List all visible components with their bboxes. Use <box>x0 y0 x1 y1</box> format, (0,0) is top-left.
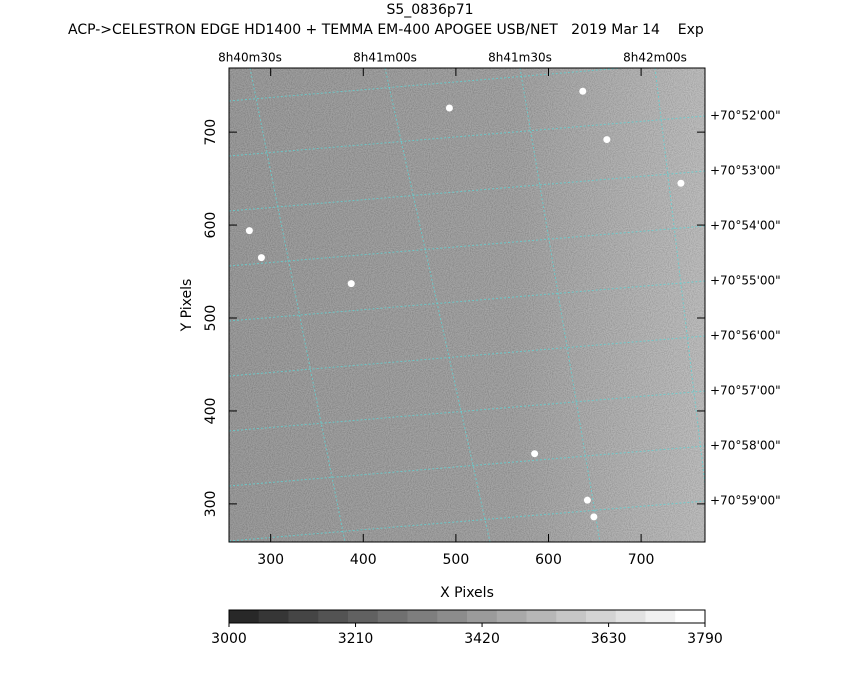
chart-subtitle: ACP->CELESTRON EDGE HD1400 + TEMMA EM-40… <box>68 22 704 38</box>
dec-tick-label: +70°58'00" <box>710 439 781 453</box>
dec-tick-label: +70°57'00" <box>710 384 781 398</box>
star <box>579 87 587 95</box>
colorbar-segment <box>615 610 646 623</box>
colorbar-tick-label: 3000 <box>211 631 247 647</box>
colorbar-segment <box>645 610 676 623</box>
star <box>603 136 611 144</box>
colorbar-segment <box>556 610 587 623</box>
y-tick-label: 400 <box>203 398 219 425</box>
colorbar-segment <box>258 610 289 623</box>
star <box>257 254 265 262</box>
colorbar: 3000 3210 3420 3630 3790 <box>211 609 723 647</box>
colorbar-segment <box>496 610 527 623</box>
dec-tick-label: +70°52'00" <box>710 109 781 123</box>
y-tick-label: 600 <box>203 212 219 239</box>
dec-tick-label: +70°55'00" <box>710 274 781 288</box>
ra-tick-label: 8h41m30s <box>488 51 552 65</box>
coordinate-grid <box>229 68 705 542</box>
colorbar-segment <box>407 610 438 623</box>
colorbar-segment <box>467 610 498 623</box>
y-tick-label: 500 <box>203 305 219 332</box>
colorbar-segment <box>526 610 557 623</box>
dec-tick-label: +70°56'00" <box>710 329 781 343</box>
x-tick-label: 400 <box>350 552 377 568</box>
colorbar-tick-label: 3630 <box>591 631 627 647</box>
star <box>445 104 453 112</box>
colorbar-tick-label: 3790 <box>687 631 723 647</box>
colorbar-tick-label: 3420 <box>464 631 500 647</box>
star <box>583 496 591 504</box>
x-tick-label: 300 <box>257 552 284 568</box>
colorbar-segment <box>348 610 379 623</box>
colorbar-segment <box>318 610 349 623</box>
dec-tick-label: +70°54'00" <box>710 219 781 233</box>
colorbar-segment <box>675 610 706 623</box>
star <box>590 513 598 521</box>
y-axis-label: Y Pixels <box>179 279 195 333</box>
x-axis-label: X Pixels <box>440 585 494 601</box>
colorbar-tick-label: 3210 <box>338 631 374 647</box>
image <box>229 68 705 542</box>
x-tick-label: 500 <box>443 552 470 568</box>
colorbar-segment <box>229 610 260 623</box>
star <box>677 179 685 187</box>
image-noise <box>229 68 705 542</box>
chart-title: S5_0836p71 <box>386 2 473 18</box>
colorbar-segment <box>288 610 319 623</box>
ra-tick-label: 8h41m00s <box>353 51 417 65</box>
dec-tick-label: +70°59'00" <box>710 494 781 508</box>
ra-tick-label: 8h40m30s <box>218 51 282 65</box>
star <box>245 227 253 235</box>
x-tick-label: 600 <box>535 552 562 568</box>
star <box>531 450 539 458</box>
colorbar-segment <box>586 610 617 623</box>
sources <box>245 87 685 521</box>
colorbar-segment <box>377 610 408 623</box>
plot-frame <box>228 67 706 543</box>
x-tick-label: 700 <box>628 552 655 568</box>
dec-tick-label: +70°53'00" <box>710 164 781 178</box>
ra-tick-label: 8h42m00s <box>623 51 687 65</box>
star <box>347 280 355 288</box>
y-tick-label: 300 <box>203 491 219 518</box>
colorbar-frame <box>228 609 706 624</box>
y-tick-label: 700 <box>203 119 219 146</box>
colorbar-segment <box>437 610 468 623</box>
